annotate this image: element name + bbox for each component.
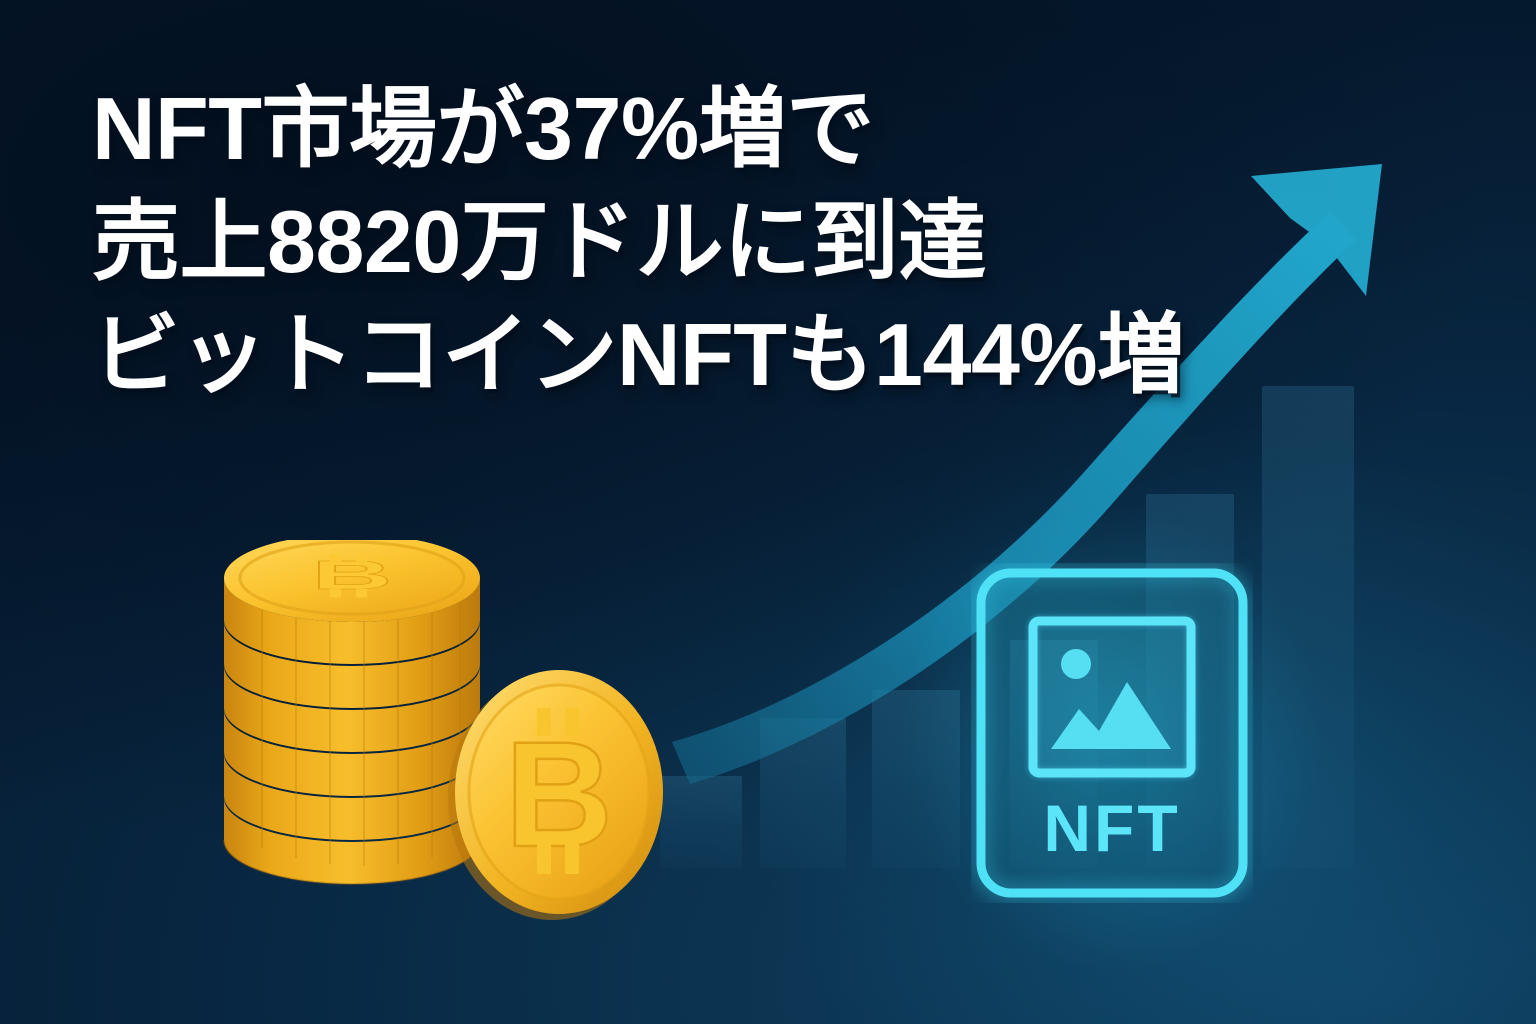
nft-card-icon: NFT (975, 567, 1249, 899)
chart-bar (760, 718, 846, 868)
svg-text:B: B (505, 710, 613, 878)
bitcoin-symbol: B (311, 552, 393, 598)
page-title: NFT市場が37%増で 売上8820万ドルに到達 ビットコインNFTも144%増 (92, 72, 1272, 411)
bitcoin-coins-icon: B B (223, 540, 663, 920)
bitcoin-symbol: B (504, 708, 614, 879)
headline-line-2: 売上8820万ドルに到達 (92, 192, 986, 291)
nft-card-label: NFT (1043, 791, 1180, 865)
chart-bar (872, 690, 960, 868)
image-frame (1028, 616, 1196, 778)
bitcoin-coin-stack: B B (210, 540, 710, 940)
sun-icon (1061, 649, 1091, 679)
picture-icon (1051, 649, 1171, 749)
chart-bar (660, 776, 742, 868)
headline-line-3: ビットコインNFTも144%増 (92, 305, 1185, 404)
nft-card: NFT (901, 503, 1323, 973)
svg-text:B: B (312, 552, 393, 597)
headline-line-1: NFT市場が37%増で (92, 79, 874, 178)
mountain-icon (1051, 682, 1171, 749)
chart-bar (1262, 386, 1354, 868)
